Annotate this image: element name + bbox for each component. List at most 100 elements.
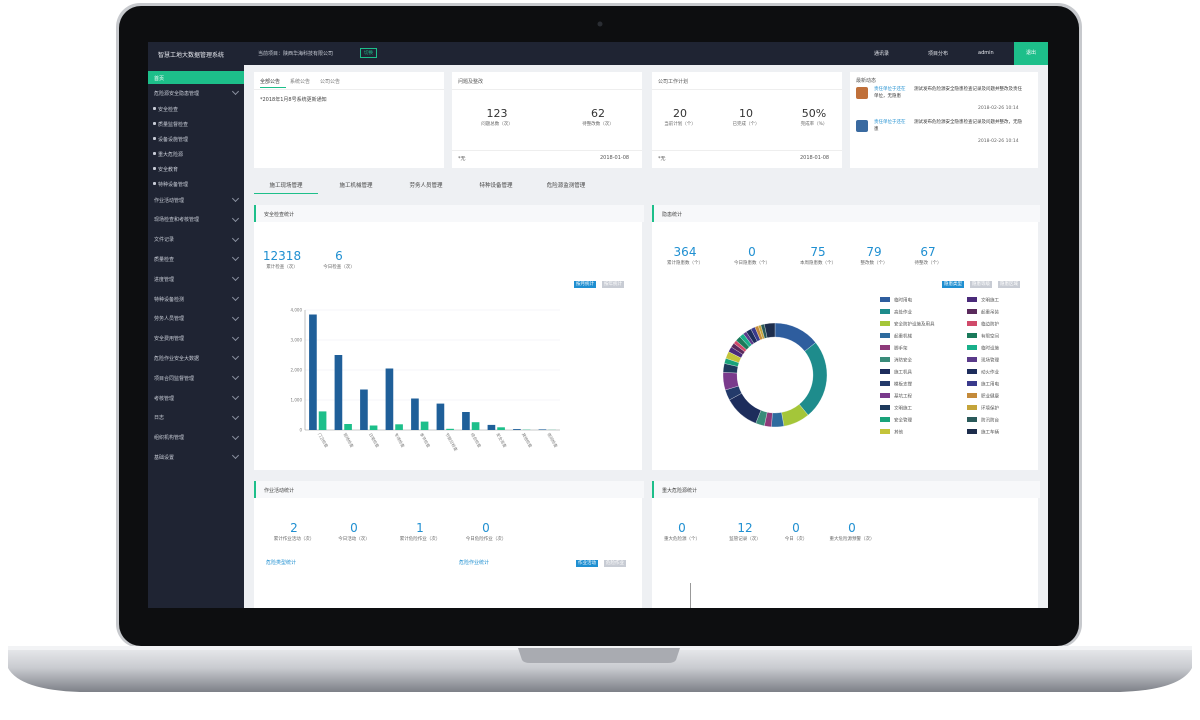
- toggle-button[interactable]: 隐患区域: [998, 281, 1020, 288]
- header-link[interactable]: 通讯录: [874, 51, 890, 57]
- menu-item[interactable]: 作业活动管理: [148, 193, 244, 206]
- menu-item[interactable]: 现场检查和考核管理: [148, 213, 244, 226]
- x-tick-label: 季节检查: [419, 432, 432, 449]
- menu-item[interactable]: 项目合同监督管理: [148, 371, 244, 384]
- top-bar: 智慧工地大数据管理系统 当前项目：陕西华海科技有限公司 切换 通讯录 项目分布 admin…: [148, 42, 1048, 65]
- legend-label: 施工车辆: [981, 429, 999, 436]
- toggle-button[interactable]: 按月统计: [574, 281, 596, 288]
- menu-item[interactable]: 安全费用管理: [148, 332, 244, 345]
- donut-chart: 临时用电高处作业安全防护设施及用具起重机械脚手架消防安全施工机具模板支撑基坑工程…: [722, 297, 999, 436]
- menu-caret: [231, 214, 240, 222]
- news-author[interactable]: 责任单位于还在: [874, 87, 906, 92]
- x-tick-label: 综合检查: [470, 432, 483, 449]
- menu-item[interactable]: 特种设备检测: [148, 292, 244, 305]
- menu-item[interactable]: 考核管理: [148, 391, 244, 404]
- x-tick-label: 安全巡查: [495, 432, 508, 449]
- menu-caret: [231, 87, 240, 96]
- legend-label: 有限空间: [981, 333, 999, 340]
- section-link[interactable]: 危险作业统计: [459, 560, 490, 566]
- stat-label: 累计危险作业（次）: [399, 537, 441, 542]
- menu-label: 质量监督检查: [158, 121, 189, 128]
- x-tick-label: 专项检查: [393, 432, 406, 449]
- stat-label: 问题总数（次）: [481, 122, 513, 127]
- legend-swatch: [967, 381, 977, 386]
- menu-label: 基础设置: [154, 454, 175, 461]
- menu-item[interactable]: 组织机构管理: [148, 431, 244, 444]
- notice-tab[interactable]: 公司公告: [320, 79, 341, 85]
- menu-item[interactable]: 文件记录: [148, 233, 244, 246]
- stat-label: 完成率（%）: [800, 122, 828, 127]
- menu-item[interactable]: 危险作业安全大数据: [148, 351, 244, 364]
- stat-value: 75: [810, 245, 826, 259]
- notice-text: *2018年1月8号系统更新通知: [260, 97, 327, 103]
- menu-item[interactable]: 质量检查: [148, 252, 244, 265]
- y-tick-label: 2,000: [291, 368, 303, 373]
- y-tick-label: 0: [299, 428, 302, 433]
- stat-value: 10: [739, 107, 753, 120]
- menu-item[interactable]: 质量监督检查: [148, 117, 244, 130]
- menu-item[interactable]: 首页: [148, 71, 244, 84]
- legend-label: 安全防护设施及用具: [894, 321, 935, 328]
- stat-label: 今日隐患数（个）: [734, 261, 770, 266]
- stat-label: 累计作业活动（次）: [273, 537, 315, 542]
- stat-label: 监管记录（次）: [729, 537, 761, 542]
- menu-label: 危险作业安全大数据: [154, 355, 200, 362]
- notice-tab[interactable]: 系统公告: [290, 79, 311, 85]
- toggle-button[interactable]: 危险作业: [604, 560, 626, 567]
- toggle-button[interactable]: 按年统计: [602, 281, 624, 288]
- module-tab[interactable]: 劳务人员管理: [409, 183, 443, 189]
- stat-label: 重大危险源预警（次）: [829, 537, 875, 542]
- toggle-button[interactable]: 隐患等级: [970, 281, 992, 288]
- menu-item[interactable]: 基础设置: [148, 450, 244, 463]
- switch-tag[interactable]: 切换: [360, 48, 377, 58]
- module-tab[interactable]: 特种设备管理: [479, 183, 513, 189]
- menu-item[interactable]: 设备设施管理: [148, 132, 244, 145]
- card-title: 问题及整改: [458, 79, 484, 85]
- menu-label: 特种设备管理: [158, 181, 189, 188]
- menu-caret: [231, 234, 240, 242]
- menu-item[interactable]: 特种设备管理: [148, 177, 244, 190]
- module-tab[interactable]: 施工现场管理: [254, 179, 318, 194]
- menu-item[interactable]: 重大危险源: [148, 147, 244, 160]
- stat-value: 1: [416, 521, 424, 535]
- menu-item[interactable]: 日志: [148, 411, 244, 424]
- legend-label: 起重机械: [894, 333, 912, 340]
- legend-label: 其他: [894, 429, 903, 436]
- logout-button[interactable]: 退出: [1014, 42, 1048, 65]
- bar: [309, 314, 317, 430]
- menu-icon: [153, 152, 156, 155]
- menu-label: 作业活动管理: [154, 197, 185, 204]
- chart-axis: [690, 583, 691, 608]
- menu-caret: [231, 254, 240, 262]
- stat-value: 0: [792, 521, 800, 535]
- legend-label: 动火作业: [981, 369, 999, 376]
- legend-swatch: [880, 417, 890, 422]
- menu-caret: [231, 293, 240, 302]
- section-link[interactable]: 危险类型统计: [266, 560, 297, 566]
- menu-item[interactable]: 危险源安全隐患管理: [148, 86, 244, 99]
- menu-item[interactable]: 进度管理: [148, 272, 244, 285]
- toggle-button[interactable]: 作业活动: [576, 560, 598, 567]
- menu-caret: [231, 333, 240, 341]
- legend-swatch: [880, 345, 890, 350]
- card-title: 公司工作计划: [658, 79, 689, 85]
- menu-item[interactable]: 劳务人员管理: [148, 312, 244, 325]
- bar: [497, 427, 505, 430]
- module-tab[interactable]: 危险源监测管理: [546, 183, 586, 189]
- y-tick-label: 1,000: [291, 398, 303, 403]
- menu-item[interactable]: 安全教育: [148, 162, 244, 175]
- card-title: 最新动态: [856, 78, 877, 84]
- major-panel: 重大危险源统计 0 重大危险源（个） 12 监管记录（次） 0 今日（次） 0 重大危险源预警（…: [652, 481, 1040, 608]
- header-link[interactable]: 项目分布: [928, 51, 949, 57]
- stat-value: 62: [591, 107, 605, 120]
- news-author[interactable]: 责任单位于还在: [874, 120, 906, 125]
- module-tab[interactable]: 施工机械管理: [339, 183, 373, 189]
- legend-label: 高处作业: [894, 309, 912, 316]
- notice-tab-underline: [260, 87, 286, 88]
- menu-label: 质量检查: [154, 256, 175, 263]
- toggle-button[interactable]: 隐患类型: [942, 281, 964, 288]
- menu-item[interactable]: 安全检查: [148, 102, 244, 115]
- plan-card: 公司工作计划 20 当前计划（个） 10 已完成（个） 50% 完成率（%） *无 2018-0…: [652, 72, 842, 168]
- header-link[interactable]: admin: [978, 50, 994, 56]
- notice-tab[interactable]: 全部公告: [260, 79, 281, 85]
